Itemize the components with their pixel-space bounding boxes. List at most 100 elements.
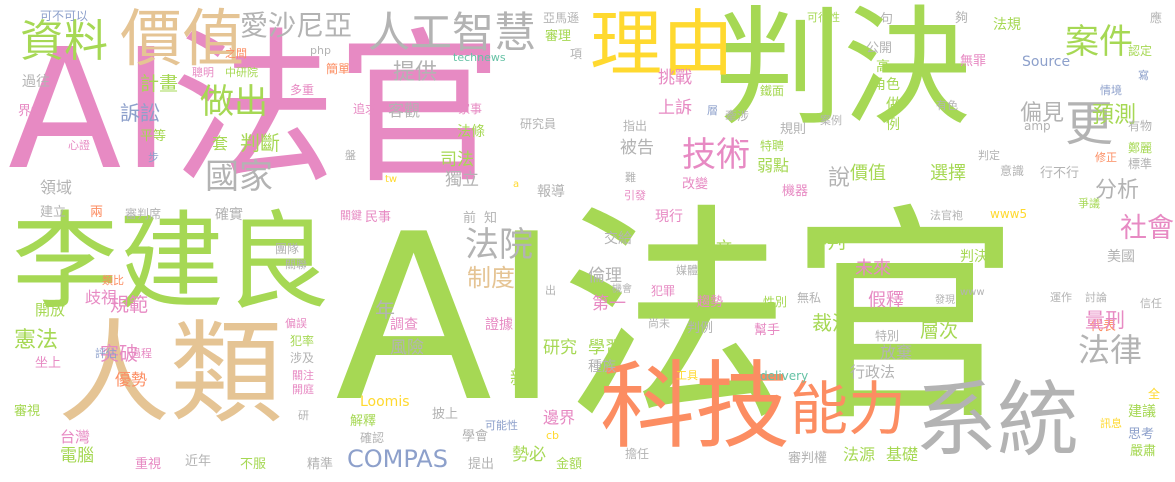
word-yu-ce: 預測 [1092,103,1137,128]
word-tu-po: 突破 [100,343,139,365]
word-shi-bi: 勢必 [512,445,546,465]
word-jia-zhi-small: 價值 [850,163,886,184]
word-mei-ti: 媒體 [676,264,698,277]
word-qing-jing: 情境 [1100,84,1122,97]
word-you-shi: 優勢 [115,370,148,389]
word-yan: 研 [298,409,309,422]
word-jian-mian: 鐵面 [760,84,785,98]
word-guan-jian: 關鍵 [340,209,362,222]
word-pan-duan: 判斷 [240,131,280,155]
word-bang-shou: 幫手 [754,323,781,338]
word-fa-yuan-source: 法源 [843,445,876,464]
word-shuo: 說 [828,166,851,191]
word-www5: www5 [990,207,1028,221]
word-tai-wan: 台灣 [60,428,91,446]
word-jin-e: 金額 [556,457,583,472]
word-que-ren: 確認 [360,431,385,445]
word-li-jian-liang: 李建良 [12,201,330,324]
word-ai-fa-guan-green: AI法官 [335,186,1021,453]
word-a: a [513,179,520,190]
word-kai-ting: 開庭 [292,383,314,396]
word-te-pin: 特聘 [760,139,785,153]
word-si-fa: 司法 [440,150,474,170]
word-fa-lu: 法律 [1078,331,1143,369]
word-compas: COMPAS [347,445,448,473]
word-dan-ren: 擔任 [625,447,650,461]
word-di-yi: 第一 [592,294,626,314]
word-nian: 年 [375,298,395,322]
word-geng: 更 [1065,96,1114,152]
word-tuan-dui: 團隊 [275,242,300,256]
word-ren-gong-zhi-hui: 人工智慧 [368,8,537,57]
word-ji-chu: 基礎 [886,445,919,464]
word-xin: 新 [510,368,528,389]
word-jiao-se: 角色 [872,77,900,93]
word-xing-bie: 性別 [763,295,788,309]
word-ke-guan: 客觀 [388,101,421,120]
word-jia-shi: 假釋 [868,290,904,311]
word-qian-she: 牽涉 [725,109,750,123]
word-xing-bu-xing: 行不行 [1040,166,1080,181]
word-source: Source [1022,54,1071,70]
word-qian: 前 [463,211,477,226]
word-ruo-dian: 弱點 [757,156,790,175]
word-jian-yi: 建議 [1128,404,1156,420]
word-fen-xi: 分析 [1095,178,1140,203]
word-su-song: 訴訟 [120,101,160,125]
word-pi-shang: 披上 [432,407,459,422]
word-zuo-shang: 坐上 [35,356,62,371]
word-you-wu: 有物 [1128,119,1153,133]
word-yan-su: 嚴肅 [1130,444,1157,459]
word-wu-zui: 無罪 [960,54,987,69]
word-gui-fan: 規範 [110,294,149,316]
word-zhi-jian: 之間 [225,47,247,60]
word-fan-zui: 犯罪 [651,284,676,298]
word-bian-jie: 邊界 [543,408,576,427]
word-zheng-yi: 爭議 [1078,197,1100,210]
word-cb: cb [546,429,560,442]
word-zuo: 做 [886,95,903,114]
word-pan-jue: 判決 [715,0,972,143]
word-wei-lai: 未來 [855,258,891,279]
word-li-you: 理由 [590,2,735,86]
word-zuo-chu: 做出 [200,82,268,122]
word-dai-biao: 代表 [1090,319,1117,334]
word-an-li: 案例 [820,114,842,127]
word-shen-shi: 審視 [14,404,41,419]
word-fa-gui: 法規 [993,17,1021,33]
word-tao-lun: 討論 [1085,291,1107,304]
word-xi-tong: 系統 [915,373,1080,468]
word-liang: 兩 [90,205,104,220]
word-zhi: 知 [484,211,498,226]
word-xin-xin: 心證 [68,139,90,152]
word-guo-jia: 國家 [205,157,273,197]
word-she-hui: 社會 [1120,213,1174,244]
word-ji-shu: 技術 [682,135,750,175]
word-bu: 步 [148,151,159,164]
word-ju: 句 [880,12,894,27]
word-ji-hua: 計畫 [140,73,179,95]
word-te-bie: 特別 [875,329,900,343]
word-xun-xi: 訊息 [1100,417,1122,430]
word-fa-tiao: 法條 [457,124,485,140]
word-wu-si: 無私 [797,291,822,305]
word-guan-zhu: 關注 [292,369,314,382]
word-lun-li: 倫理 [588,266,622,286]
word-zhi-du: 制度 [467,264,515,292]
word-fa-yuan: 法院 [465,225,533,265]
word-yi-shi: 意識 [1000,164,1025,178]
word-cong-ming: 聰明 [192,66,214,79]
word-neng-li: 能力 [790,375,907,443]
word-jie-shi: 解釋 [350,414,377,429]
word-lei-bi: 類比 [102,274,124,287]
word-chu: 出 [545,284,556,297]
word-pan-ding: 判定 [978,149,1000,162]
word-jian-li: 建立 [40,205,67,220]
word-gong-kai: 公開 [866,41,893,56]
word-she-ji: 涉及 [290,351,315,365]
word-tiao-cha: 調查 [390,317,418,333]
word-jiao-gei: 交給 [604,231,632,247]
word-pian-wu: 偏誤 [285,317,307,330]
word-zhi-chu: 指出 [623,119,648,133]
